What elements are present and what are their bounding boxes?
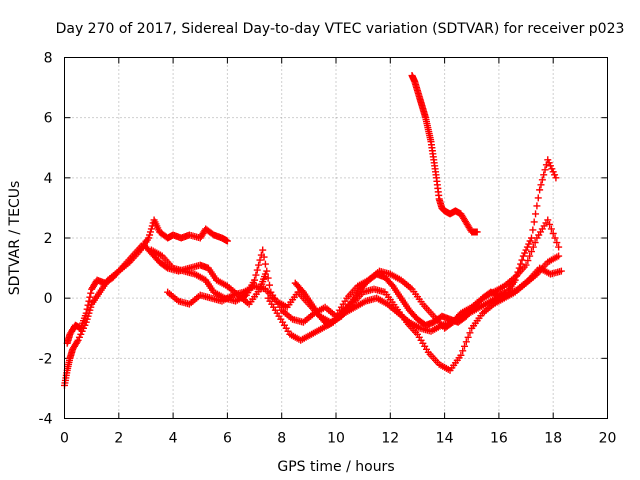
data-point-plus	[513, 272, 521, 280]
data-point-plus	[253, 266, 261, 274]
data-point-plus	[547, 225, 555, 233]
data-point-plus	[473, 228, 481, 236]
data-point-plus	[555, 252, 563, 260]
data-point-plus	[87, 289, 95, 297]
data-point-plus	[255, 261, 263, 269]
y-tick-label: 6	[44, 111, 53, 127]
data-point-plus	[522, 261, 530, 269]
data-point-plus	[82, 309, 90, 317]
data-point-plus	[540, 171, 548, 179]
chart-title: Day 270 of 2017, Sidereal Day-to-day VTE…	[56, 21, 625, 37]
data-point-plus	[537, 181, 545, 189]
data-point-plus	[515, 264, 523, 272]
data-point-plus	[553, 239, 561, 247]
data-point-plus	[260, 253, 268, 261]
data-point-plus	[514, 268, 522, 276]
x-tick-label: 8	[277, 431, 286, 447]
data-point-plus	[555, 243, 563, 251]
y-tick-label: 2	[44, 231, 53, 247]
data-point-plus	[466, 329, 474, 337]
data-point-plus	[529, 226, 537, 234]
x-tick-label: 12	[381, 431, 399, 447]
data-point-plus	[526, 252, 534, 260]
plot-frame	[64, 57, 608, 419]
data-point-plus	[533, 202, 541, 210]
data-point-plus	[551, 234, 559, 242]
y-tick-label: 8	[44, 51, 53, 67]
data-point-plus	[536, 186, 544, 194]
data-point-plus	[544, 216, 552, 224]
series-track-f	[291, 156, 560, 329]
data-point-plus	[264, 274, 272, 282]
data-point-plus	[546, 220, 554, 228]
data-point-plus	[461, 342, 469, 350]
data-point-plus	[261, 260, 269, 268]
y-tick-label: 4	[44, 171, 53, 187]
data-point-plus	[538, 176, 546, 184]
data-point-plus	[259, 246, 267, 254]
data-point-plus	[464, 333, 472, 341]
series-track-g	[408, 72, 481, 236]
data-point-plus	[527, 248, 535, 256]
data-point-plus	[557, 267, 565, 275]
y-tick-label: -4	[39, 412, 53, 428]
x-tick-label: 4	[169, 431, 178, 447]
data-point-plus	[223, 237, 231, 245]
series-track-d	[164, 252, 563, 374]
data-point-plus	[549, 229, 557, 237]
x-tick-label: 6	[223, 431, 232, 447]
data-point-plus	[529, 243, 537, 251]
x-tick-label: 14	[436, 431, 454, 447]
tick-labels: 0 2 4 6 8 10 12 14 16 18 20 -4 -2 0 2 4 6 8	[39, 51, 617, 447]
x-tick-label: 16	[490, 431, 508, 447]
data-point-plus	[251, 276, 259, 284]
data-point-plus	[511, 276, 519, 284]
data-point-plus	[518, 256, 526, 264]
data-point-plus	[527, 234, 535, 242]
data-point-plus	[256, 256, 264, 264]
data-point-plus	[541, 166, 549, 174]
data-point-plus	[298, 287, 306, 295]
data-point-plus	[531, 239, 539, 247]
data-point-plus	[388, 281, 396, 289]
data-point-plus	[86, 293, 94, 301]
series-track-b	[63, 240, 269, 347]
data-point-plus	[83, 305, 91, 313]
x-tick-label: 20	[599, 431, 617, 447]
data-point-plus	[552, 174, 560, 182]
x-tick-label: 0	[60, 431, 69, 447]
data-point-plus	[532, 210, 540, 218]
data-point-plus	[73, 338, 81, 346]
data-point-plus	[524, 257, 532, 265]
data-point-plus	[517, 260, 525, 268]
y-axis-title: SDTVAR / TECUs	[7, 181, 23, 296]
data-point-plus	[263, 267, 271, 275]
data-point-plus	[84, 301, 92, 309]
data-point-plus	[347, 299, 355, 307]
y-tick-label: -2	[39, 351, 53, 367]
data-point-plus	[85, 297, 93, 305]
data-point-plus	[457, 351, 465, 359]
x-tick-label: 10	[327, 431, 345, 447]
y-tick-label: 0	[44, 291, 53, 307]
data-points	[61, 72, 565, 389]
x-tick-label: 2	[114, 431, 123, 447]
x-tick-label: 18	[544, 431, 562, 447]
data-point-plus	[116, 266, 124, 274]
data-point-plus	[534, 194, 542, 202]
data-point-plus	[459, 347, 467, 355]
data-point-plus	[265, 281, 273, 289]
x-axis-title: GPS time / hours	[277, 459, 394, 475]
data-point-plus	[530, 218, 538, 226]
data-point-plus	[462, 338, 470, 346]
series-track-a	[61, 216, 231, 389]
series-track-e	[264, 264, 565, 344]
data-point-plus	[252, 271, 260, 279]
